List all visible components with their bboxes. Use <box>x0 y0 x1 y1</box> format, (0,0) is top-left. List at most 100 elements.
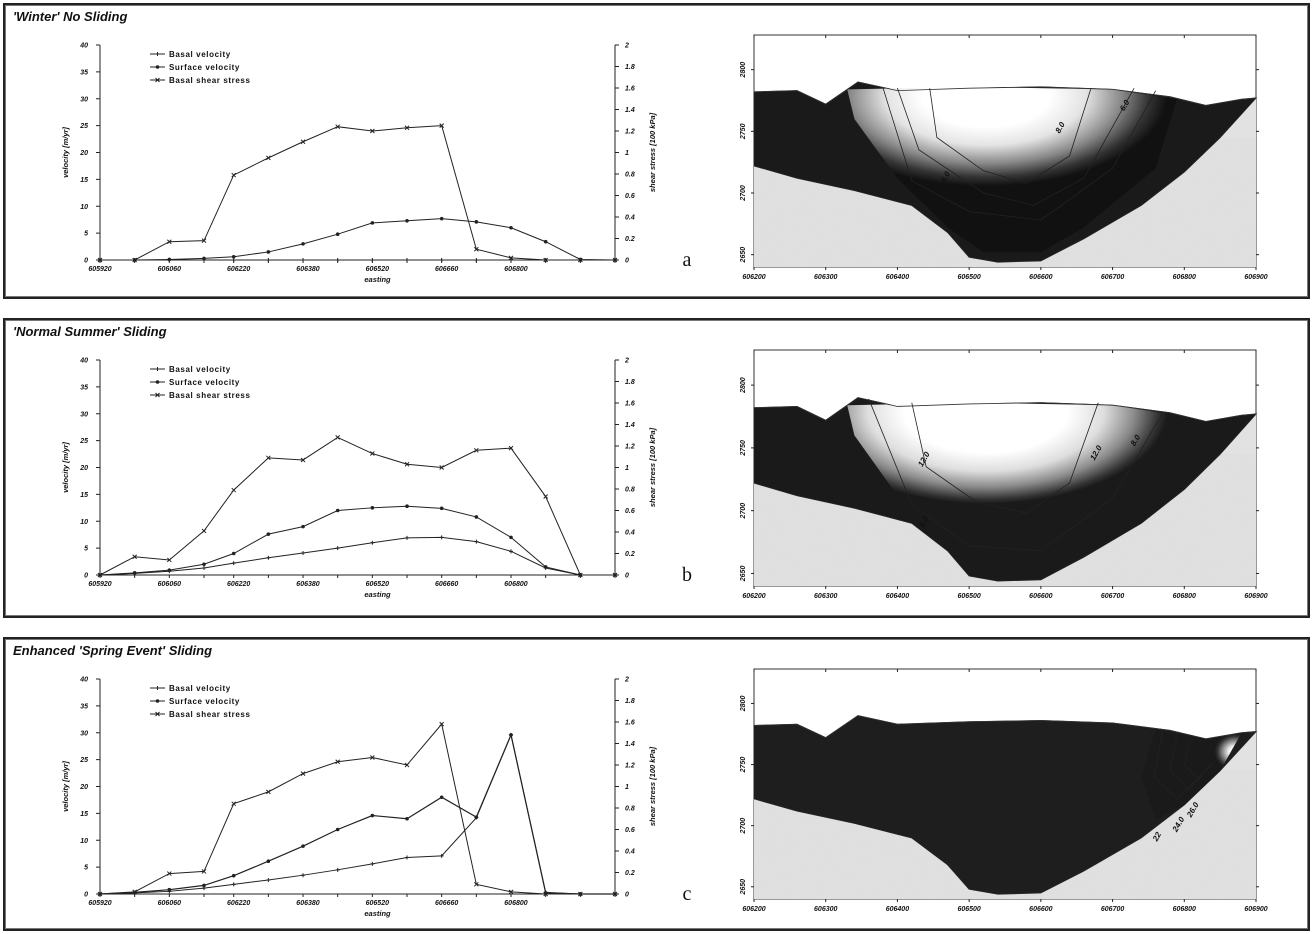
y2-tick-label: 0.2 <box>625 236 635 243</box>
legend-marker <box>155 65 160 69</box>
x-tick-label: 606300 <box>814 274 837 281</box>
y-tick-label: 5 <box>84 865 88 872</box>
legend-label: Basal velocity <box>169 50 231 59</box>
y2-tick-label: 0.2 <box>625 870 635 877</box>
x-tick-label: 606380 <box>296 581 319 588</box>
data-point <box>300 139 306 145</box>
velocity-stress-chart: 0 5 10 15 20 25 30 35 40 0 0.2 0.4 0.6 0.8 1 1.2 1.4 1.6 1… <box>61 677 692 919</box>
y2-tick-label: 1.4 <box>625 422 635 429</box>
legend-marker <box>155 367 160 371</box>
data-point <box>405 535 410 540</box>
data-point <box>543 565 548 569</box>
data-point <box>335 232 340 236</box>
data-point <box>370 861 375 866</box>
data-point <box>231 561 236 566</box>
data-point <box>612 891 618 897</box>
data-point <box>301 844 305 848</box>
data-point <box>266 250 271 254</box>
y-tick-label: 2800 <box>740 696 747 713</box>
data-point <box>405 258 410 262</box>
data-point <box>405 504 409 508</box>
x-tick-label: 606300 <box>814 593 837 600</box>
series-line <box>99 505 615 576</box>
legend-marker <box>155 686 160 690</box>
x-axis-label: easting <box>364 590 391 599</box>
y-tick-label: 2750 <box>740 123 747 140</box>
x-tick-label: 606900 <box>1244 274 1267 281</box>
x-tick-label: 606600 <box>1029 274 1052 281</box>
contour-line <box>882 88 1156 221</box>
panel-winter: 'Winter' No Sliding 0 5 10 15 20 25 30 35 40 0 0.2… <box>3 3 1310 299</box>
y-tick-label: 5 <box>84 546 88 553</box>
series-line <box>99 733 615 895</box>
panel-title: 'Normal Summer' Sliding <box>13 324 167 339</box>
y-tick-label: 20 <box>79 465 88 472</box>
ice-surface-line <box>753 715 1257 740</box>
data-point <box>166 239 172 245</box>
y-tick-label: 2700 <box>740 185 747 202</box>
x-tick-label: 606380 <box>296 900 319 907</box>
data-point <box>335 546 340 551</box>
y-tick-label: 2700 <box>740 818 747 835</box>
y-tick-label: 2800 <box>740 62 747 79</box>
x-tick-label: 606600 <box>1029 593 1052 600</box>
data-point <box>266 155 271 161</box>
data-point <box>266 455 271 461</box>
data-point <box>612 572 618 578</box>
data-point <box>370 540 375 545</box>
x-tick-label: 606060 <box>158 900 181 907</box>
data-point <box>97 257 103 263</box>
y-tick-label: 40 <box>79 358 88 365</box>
y2-tick-label: 1 <box>625 784 629 791</box>
y-tick-label: 15 <box>80 177 88 184</box>
data-point <box>301 242 305 246</box>
x-tick-label: 606800 <box>1173 274 1196 281</box>
data-point <box>543 239 548 244</box>
legend-label: Basal velocity <box>169 684 231 693</box>
data-point <box>97 891 103 897</box>
y-axis-label: velocity [m/yr] <box>61 127 70 178</box>
data-point <box>301 550 306 555</box>
panel-spring-event: Enhanced 'Spring Event' Sliding 0 5 10 15 20… <box>3 637 1310 931</box>
y-tick-label: 20 <box>79 150 88 157</box>
x-tick-label: 606220 <box>227 266 250 273</box>
y-tick-label: 2750 <box>740 440 747 457</box>
x-tick-label: 606900 <box>1244 593 1267 600</box>
x-tick-label: 605920 <box>88 581 111 588</box>
y2-tick-label: 2 <box>624 677 629 684</box>
data-point <box>370 506 375 510</box>
x-tick-label: 606060 <box>158 581 181 588</box>
data-point <box>266 258 271 262</box>
y2-axis-label: shear stress [100 kPa] <box>648 427 657 507</box>
data-point <box>231 873 236 878</box>
y2-tick-label: 1 <box>625 150 629 157</box>
y2-tick-label: 2 <box>624 43 629 50</box>
x-tick-label: 605920 <box>88 266 111 273</box>
data-point <box>335 124 341 130</box>
data-point <box>202 883 206 888</box>
panel-letter: a <box>683 249 692 271</box>
data-point <box>474 258 479 262</box>
data-point <box>166 871 172 876</box>
data-point <box>439 535 444 540</box>
x-tick-label: 605920 <box>88 900 111 907</box>
data-point <box>132 257 138 263</box>
legend-label: Basal shear stress <box>169 710 251 719</box>
ice-shading <box>847 86 1178 253</box>
contour-line <box>1153 730 1207 800</box>
y2-tick-label: 1.8 <box>625 379 635 386</box>
x-tick-label: 606500 <box>957 274 980 281</box>
data-point <box>335 827 340 832</box>
data-point <box>439 506 444 511</box>
y-tick-label: 25 <box>79 123 88 130</box>
data-point <box>405 816 409 821</box>
y-tick-label: 30 <box>80 730 88 737</box>
x-axis-label: easting <box>364 275 391 284</box>
data-point <box>509 225 513 230</box>
x-tick-label: 606200 <box>742 274 765 281</box>
ice-surface-line <box>753 397 1257 422</box>
x-tick-label: 606700 <box>1101 593 1124 600</box>
data-point <box>508 255 514 261</box>
data-point <box>202 562 206 567</box>
